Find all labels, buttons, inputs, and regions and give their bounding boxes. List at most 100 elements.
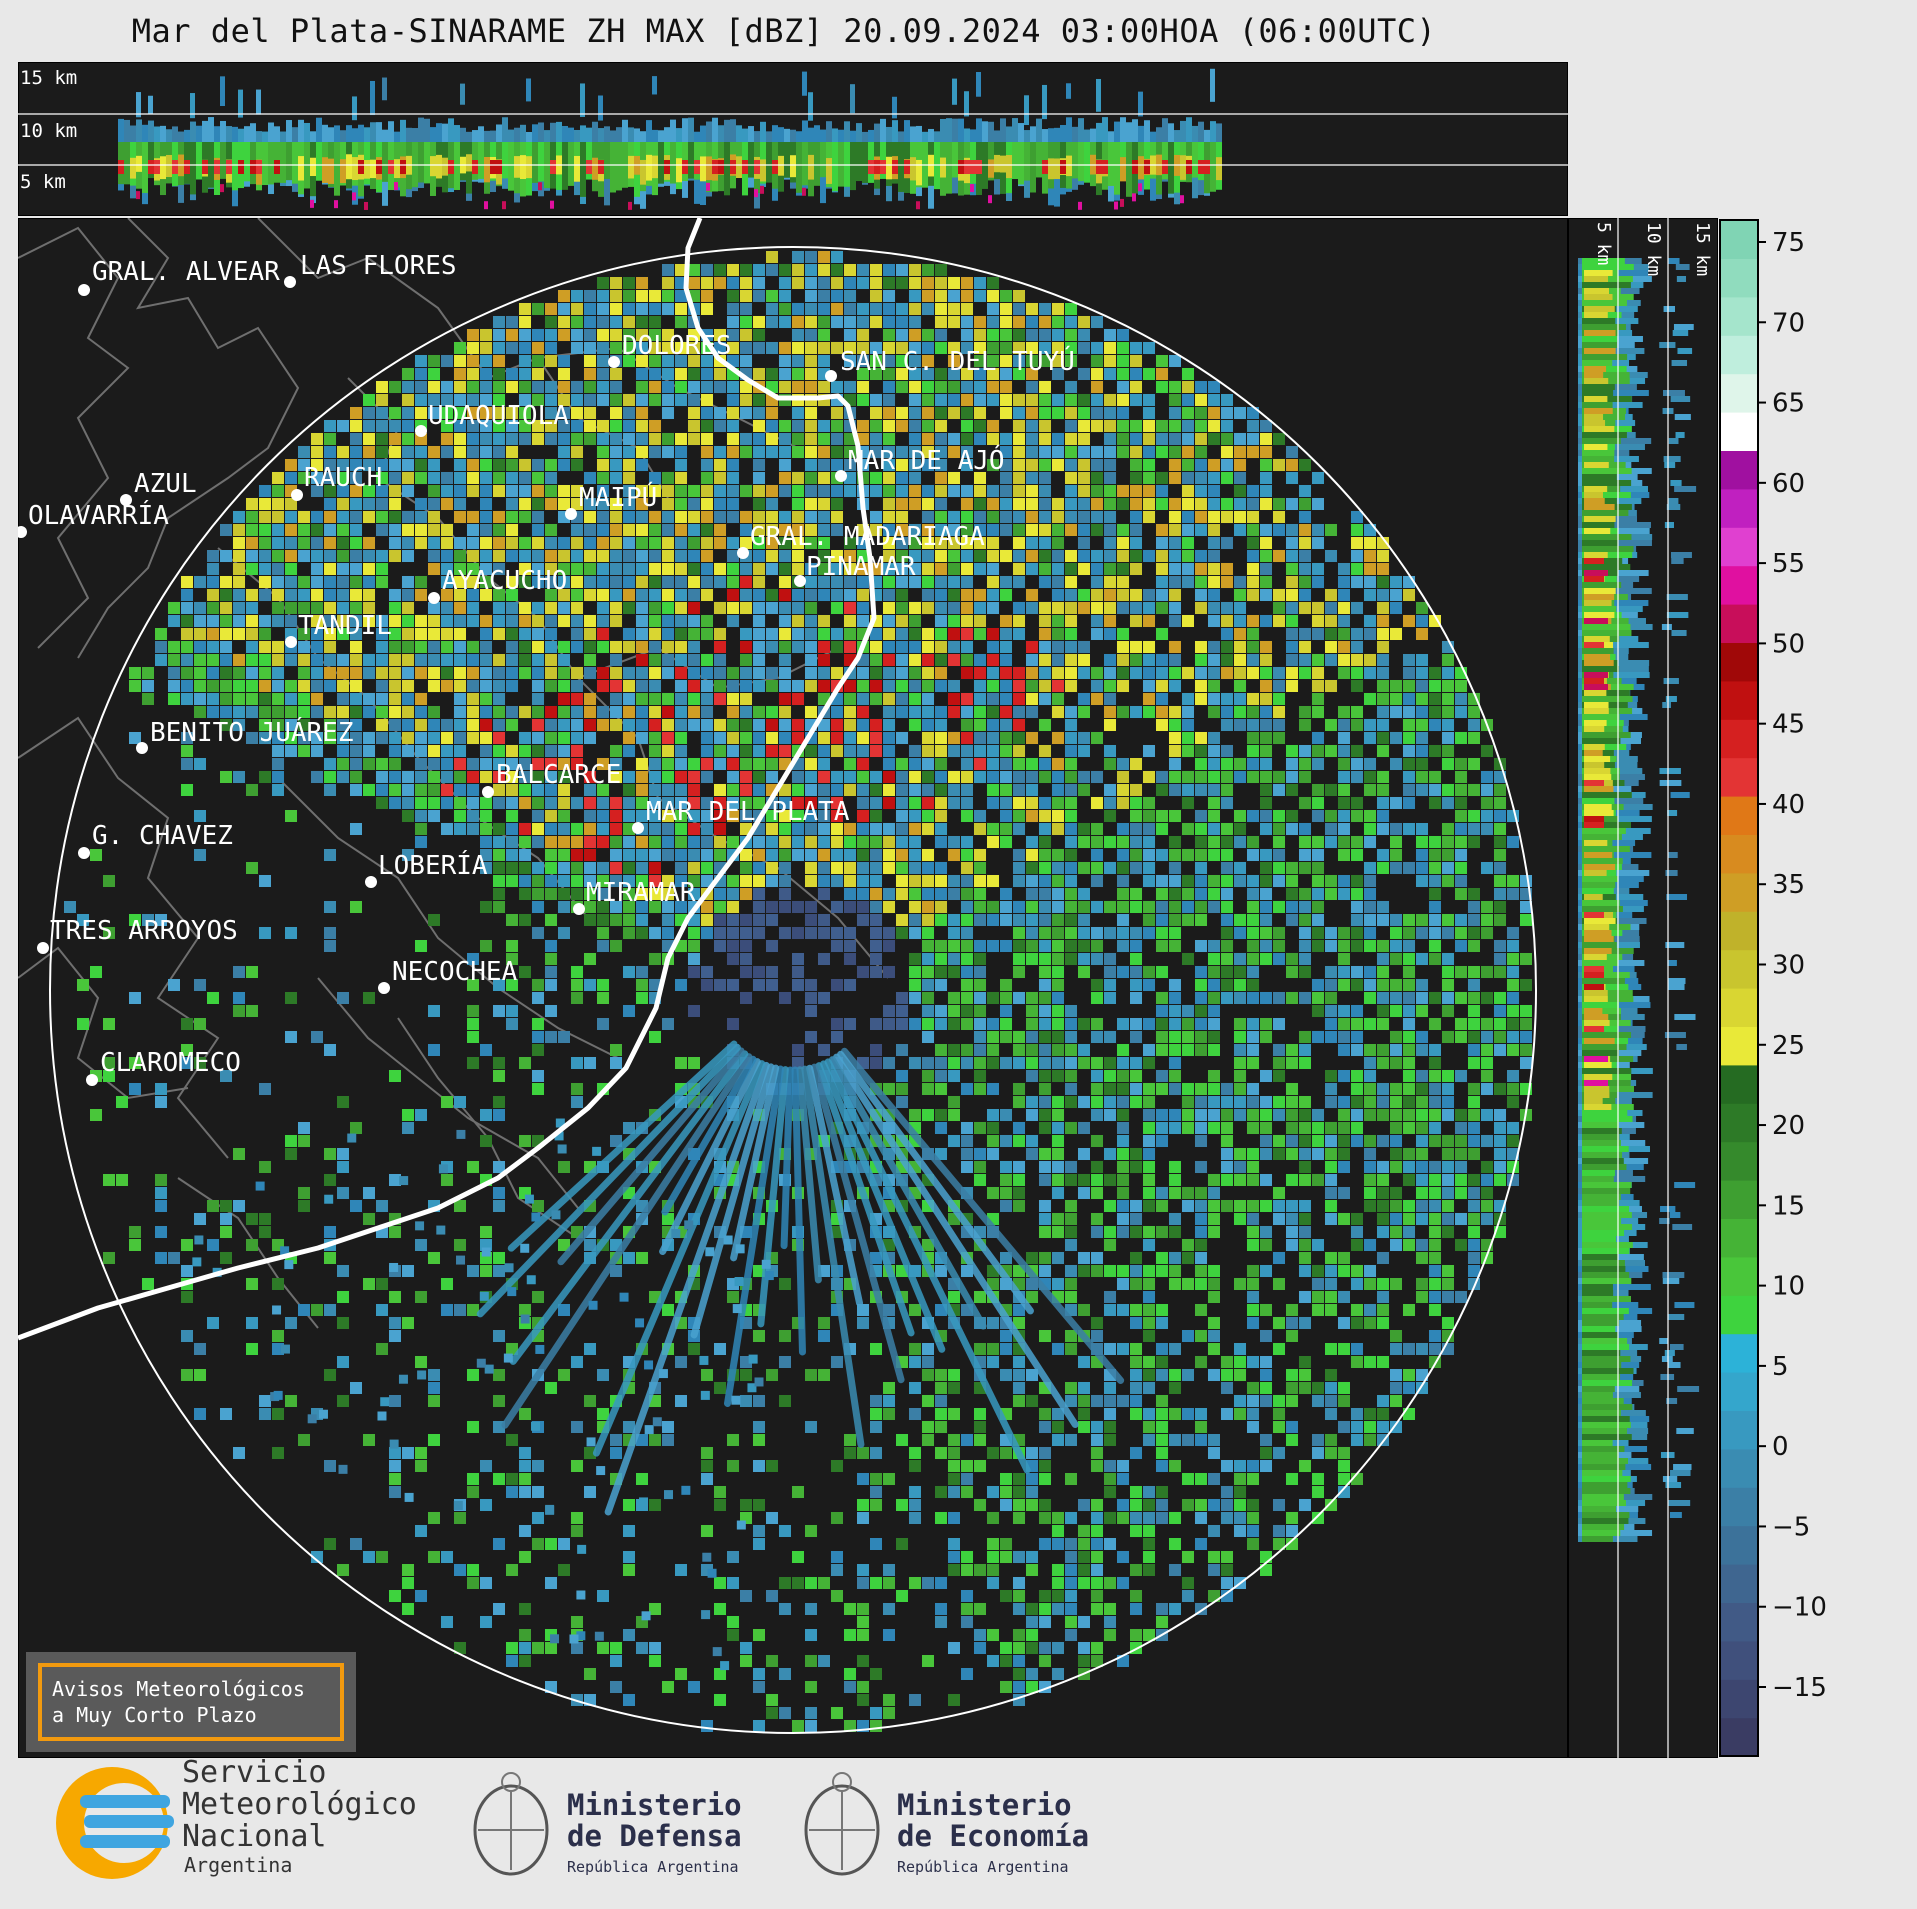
notice-line2: a Muy Corto Plazo — [52, 1703, 257, 1727]
smn-line4: Argentina — [184, 1853, 292, 1877]
city-marker: CLAROMECO — [86, 1048, 241, 1086]
colorbar-tick-label: 20 — [1772, 1111, 1805, 1141]
city-label: BALCARCE — [496, 760, 621, 790]
city-label: SAN C. DEL TUYÚ — [840, 345, 1075, 377]
city-label: LOBERÍA — [378, 849, 488, 881]
defensa-line1: Ministerio — [567, 1788, 742, 1822]
radar-echo — [64, 251, 1532, 1732]
city-marker: LAS FLORES — [284, 251, 457, 288]
colorbar-tick-label: 25 — [1772, 1031, 1805, 1061]
colorbar-tick-label: −5 — [1772, 1512, 1810, 1542]
colorbar-tick-label: 45 — [1772, 710, 1805, 740]
city-marker: SAN C. DEL TUYÚ — [825, 345, 1075, 382]
coat-of-arms-icon — [473, 1784, 549, 1876]
top-height-profile: 15 km 10 km 5 km — [18, 62, 1568, 216]
colorbar-tick-label: 75 — [1772, 228, 1805, 258]
city-label: TRES ARROYOS — [50, 916, 238, 946]
colorbar-bands — [1720, 220, 1758, 1757]
smn-line3: Nacional — [182, 1819, 327, 1854]
coat-of-arms-icon — [804, 1784, 880, 1876]
side-height-profile: 5 km 10 km 15 km — [1568, 218, 1718, 1758]
colorbar-tick-label: 65 — [1772, 389, 1805, 419]
city-marker: UDAQUIOLA — [415, 401, 569, 437]
logos-footer: Servicio Meteorológico Nacional Argentin… — [56, 1755, 1089, 1879]
city-label: PINAMAR — [806, 552, 916, 582]
colorbar-tick-label: 0 — [1772, 1432, 1789, 1462]
city-label: MAR DE AJÓ — [848, 444, 1005, 476]
economia-line1: Ministerio — [897, 1788, 1072, 1822]
chart-title: Mar del Plata-SINARAME ZH MAX [dBZ] 20.0… — [131, 12, 1437, 50]
city-marker: MAR DE AJÓ — [835, 444, 1005, 482]
city-marker: RAUCH — [291, 463, 382, 501]
top-label-15km: 15 km — [20, 67, 77, 89]
colorbar-tick-label: 5 — [1772, 1352, 1789, 1382]
city-label: AZUL — [134, 469, 197, 499]
side-label-10km: 10 km — [1643, 222, 1664, 276]
notice-box: Avisos Meteorológicos a Muy Corto Plazo — [26, 1652, 356, 1752]
colorbar-tick-label: 15 — [1772, 1191, 1805, 1221]
colorbar-tick-label: 70 — [1772, 308, 1805, 338]
range-ring — [49, 246, 1537, 1734]
city-marker: BENITO JUÁREZ — [136, 716, 354, 754]
smn-logo: Servicio Meteorológico Nacional Argentin… — [56, 1755, 417, 1879]
top-label-5km: 5 km — [20, 171, 66, 193]
city-marker: BALCARCE — [482, 760, 621, 798]
city-marker: TANDIL — [285, 611, 392, 648]
city-label: TANDIL — [298, 611, 392, 641]
notice-line1: Avisos Meteorológicos — [52, 1677, 305, 1701]
city-marker: AYACUCHO — [428, 566, 567, 604]
colorbar-tick-label: −10 — [1772, 1593, 1827, 1623]
colorbar-tick-label: 10 — [1772, 1272, 1805, 1302]
city-marker: NECOCHEA — [378, 957, 518, 994]
top-profile-echo — [118, 68, 1222, 210]
side-label-5km: 5 km — [1593, 222, 1614, 265]
city-marker: LOBERÍA — [365, 849, 488, 888]
city-marker: GRAL. MADARIAGA — [737, 522, 985, 559]
city-label: LAS FLORES — [300, 251, 457, 281]
city-label: G. CHAVEZ — [92, 821, 233, 851]
city-marker: DOLORES — [608, 331, 732, 368]
side-profile-echo — [1578, 258, 1700, 1542]
city-marker: MAIPÚ — [565, 481, 657, 520]
coastline — [18, 218, 877, 1341]
city-label: NECOCHEA — [392, 957, 518, 987]
colorbar-tick-label: 55 — [1772, 549, 1805, 579]
colorbar-tick-label: 40 — [1772, 790, 1805, 820]
radar-map: GRAL. ALVEAR LAS FLORES DOLORES SAN C. DEL … — [18, 218, 1568, 1758]
colorbar-tick-label: 50 — [1772, 629, 1805, 659]
smn-line1: Servicio — [182, 1755, 327, 1790]
colorbar-tick-label: −15 — [1772, 1673, 1827, 1703]
colorbar-tick-label: 35 — [1772, 870, 1805, 900]
city-label: MIRAMAR — [586, 878, 696, 908]
city-marker: TRES ARROYOS — [37, 916, 238, 954]
city-label: BENITO JUÁREZ — [150, 716, 354, 748]
top-label-10km: 10 km — [20, 120, 77, 142]
city-label: DOLORES — [622, 331, 732, 361]
city-markers: GRAL. ALVEAR LAS FLORES DOLORES SAN C. DEL … — [18, 251, 1075, 1086]
economia-line2: de Economía — [897, 1819, 1089, 1853]
economia-line3: República Argentina — [897, 1858, 1069, 1876]
defensa-logo: Ministerio de Defensa República Argentin… — [473, 1772, 742, 1876]
city-label: GRAL. MADARIAGA — [750, 522, 985, 552]
city-label: AYACUCHO — [442, 566, 567, 596]
city-marker: G. CHAVEZ — [78, 821, 233, 859]
city-label: RAUCH — [304, 463, 382, 493]
city-label: GRAL. ALVEAR — [92, 257, 280, 287]
city-label: UDAQUIOLA — [428, 401, 569, 431]
city-marker: MIRAMAR — [573, 878, 696, 915]
colorbar-tick-label: 30 — [1772, 951, 1805, 981]
city-marker: GRAL. ALVEAR — [78, 257, 280, 296]
city-label: MAR DEL PLATA — [646, 797, 850, 827]
city-label: OLAVARRÍA — [28, 499, 169, 531]
side-label-15km: 15 km — [1692, 222, 1713, 276]
colorbar-tick-label: 60 — [1772, 469, 1805, 499]
city-marker: MAR DEL PLATA — [632, 797, 850, 834]
smn-line2: Meteorológico — [182, 1787, 417, 1822]
economia-logo: Ministerio de Economía República Argenti… — [804, 1772, 1089, 1876]
city-marker: AZUL — [120, 469, 197, 506]
city-marker: OLAVARRÍA — [18, 499, 169, 538]
city-label: CLAROMECO — [100, 1048, 241, 1078]
defensa-line2: de Defensa — [567, 1819, 742, 1853]
